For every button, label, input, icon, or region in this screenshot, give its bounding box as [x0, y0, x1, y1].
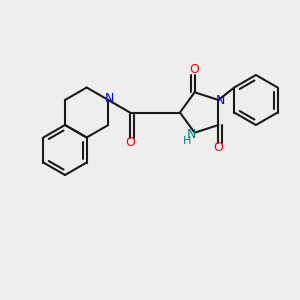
- Text: N: N: [187, 128, 196, 141]
- Text: O: O: [125, 136, 135, 149]
- Text: O: O: [214, 141, 224, 154]
- Text: O: O: [190, 63, 200, 76]
- Text: N: N: [216, 94, 225, 106]
- Text: H: H: [182, 136, 191, 146]
- Text: N: N: [105, 92, 114, 106]
